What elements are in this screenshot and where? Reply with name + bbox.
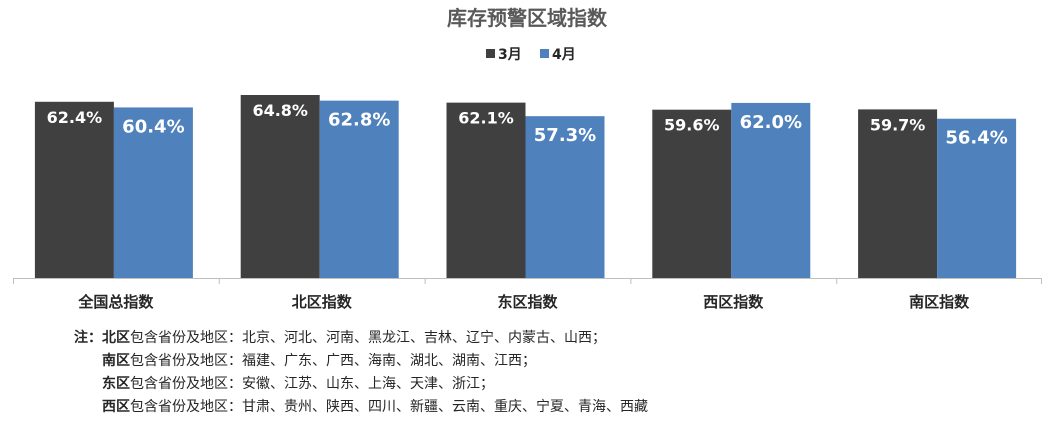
note-line-north: 注：北区包含省份及地区：北京、河北、河南、黑龙江、吉林、辽宁、内蒙古、山西；: [74, 327, 648, 350]
note-text: 包含省份及地区：福建、广东、广西、海南、湖北、湖南、江西；: [130, 353, 536, 369]
data-label-april-1: 62.8%: [328, 110, 390, 131]
bar-march-3: [652, 109, 732, 279]
note-region: 南区: [102, 353, 130, 369]
footnotes: 注：北区包含省份及地区：北京、河北、河南、黑龙江、吉林、辽宁、内蒙古、山西； 南…: [74, 327, 648, 419]
category-label-3: 西区指数: [703, 293, 764, 311]
category-label-2: 东区指数: [497, 293, 558, 311]
category-label-0: 全国总指数: [77, 293, 154, 311]
note-text: 包含省份及地区：甘肃、贵州、陕西、四川、新疆、云南、重庆、宁夏、青海、西藏: [130, 399, 648, 415]
note-prefix: 注：: [74, 330, 102, 346]
bar-march-2: [446, 102, 526, 278]
category-label-4: 南区指数: [909, 293, 970, 311]
note-line-east: 东区包含省份及地区：安徽、江苏、山东、上海、天津、浙江；: [74, 373, 648, 396]
legend-swatch-march: [486, 49, 495, 58]
bar-april-0: [113, 107, 193, 278]
bar-march-4: [858, 109, 938, 279]
legend-swatch-april: [540, 49, 549, 58]
data-label-march-3: 59.6%: [664, 116, 720, 135]
plot-area: 62.4% 60.4% 全国总指数 64.8% 62.8% 北区指数 62.1% 57.3% 东…: [13, 95, 1042, 311]
note-line-west: 西区包含省份及地区：甘肃、贵州、陕西、四川、新疆、云南、重庆、宁夏、青海、西藏: [74, 396, 648, 419]
note-line-south: 南区包含省份及地区：福建、广东、广西、海南、湖北、湖南、江西；: [74, 350, 648, 373]
note-region: 东区: [102, 376, 130, 392]
data-label-march-0: 62.4%: [47, 108, 103, 127]
data-label-april-3: 62.0%: [740, 112, 802, 133]
bar-april-3: [731, 102, 811, 278]
legend-label-april: 4月: [552, 47, 576, 63]
note-region: 北区: [102, 330, 130, 346]
note-region: 西区: [102, 399, 130, 415]
data-label-march-4: 59.7%: [870, 115, 926, 134]
bar-april-4: [937, 118, 1017, 278]
note-text: 包含省份及地区：安徽、江苏、山东、上海、天津、浙江；: [130, 376, 494, 392]
bar-march-0: [34, 101, 114, 279]
bar-chart: 库存预警区域指数 3月 4月 62.4% 60.4% 全国总指数 64.8% 62.8%…: [13, 6, 1042, 311]
data-label-april-4: 56.4%: [945, 128, 1007, 149]
data-label-april-0: 60.4%: [122, 116, 184, 137]
legend: 3月 4月: [486, 47, 576, 63]
data-label-march-1: 64.8%: [252, 101, 308, 120]
data-label-april-2: 57.3%: [534, 125, 596, 146]
legend-label-march: 3月: [498, 47, 522, 63]
data-label-march-2: 62.1%: [458, 109, 514, 128]
bar-march-1: [240, 95, 320, 278]
note-text: 包含省份及地区：北京、河北、河南、黑龙江、吉林、辽宁、内蒙古、山西；: [130, 330, 606, 346]
bar-april-1: [319, 100, 399, 278]
bar-april-2: [525, 116, 605, 278]
chart-title: 库存预警区域指数: [447, 6, 608, 30]
category-label-1: 北区指数: [292, 293, 353, 311]
